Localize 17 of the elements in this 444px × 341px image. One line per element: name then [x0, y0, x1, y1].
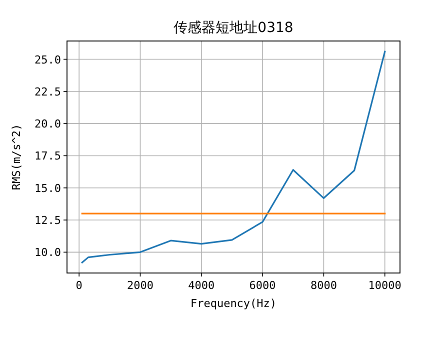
y-tick-label: 22.5	[34, 85, 61, 98]
x-tick-label: 10000	[368, 279, 402, 292]
x-tick-label: 4000	[188, 279, 215, 292]
line-series	[81, 50, 386, 264]
x-tick-label: 8000	[310, 279, 337, 292]
x-tick-label: 0	[76, 279, 82, 292]
y-tick-label: 25.0	[34, 53, 61, 66]
x-tick-label: 6000	[249, 279, 276, 292]
x-tick-label: 2000	[126, 279, 154, 292]
x-axis-title: Frequency(Hz)	[190, 297, 277, 310]
y-tick-label: 15.0	[34, 182, 61, 195]
chart-title: 传感器短地址0318	[174, 20, 294, 36]
y-tick-label: 12.5	[34, 214, 61, 228]
y-tick-label: 10.0	[34, 246, 61, 260]
y-axis-title: RMS(m/s^2)	[10, 124, 23, 190]
y-tick-label: 20.0	[34, 118, 61, 131]
y-tick-label: 17.5	[34, 150, 61, 163]
